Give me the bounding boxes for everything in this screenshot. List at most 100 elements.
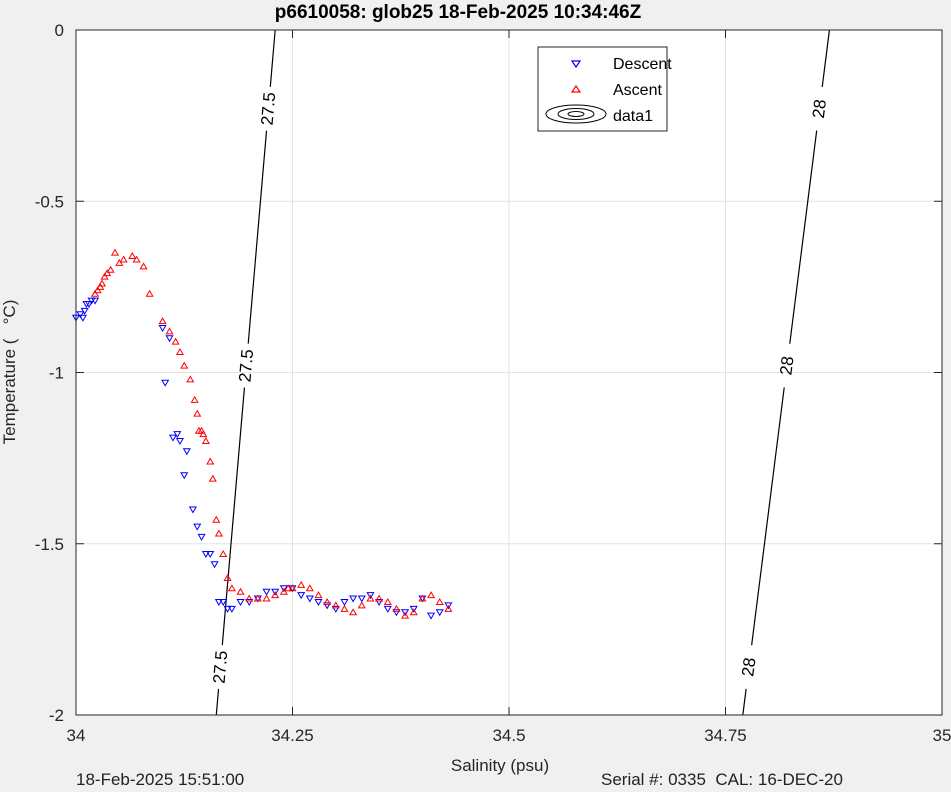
descent-point: [168, 434, 178, 442]
y-tick-label: -1.5: [35, 535, 64, 554]
ascent-point: [106, 265, 115, 273]
ascent-point: [418, 594, 427, 602]
descent-point: [214, 598, 223, 606]
descent-point: [444, 602, 453, 610]
legend-contour-icon: [545, 104, 607, 124]
descent-point: [245, 598, 254, 606]
descent-point: [219, 598, 228, 606]
descent-point: [76, 311, 85, 319]
ascent-point: [119, 255, 128, 263]
ascent-point: [201, 437, 210, 444]
descent-point: [201, 551, 210, 559]
ascent-point: [305, 584, 314, 592]
legend-ascent-marker: [570, 84, 582, 93]
descent-point: [80, 307, 89, 315]
descent-point: [409, 605, 418, 613]
contour-line-segment: [751, 387, 785, 646]
ascent-point: [245, 594, 254, 602]
descent-point: [357, 595, 366, 603]
ascent-point: [227, 584, 236, 592]
ascent-point: [435, 597, 444, 605]
descent-point: [349, 595, 358, 603]
grid-layer: [76, 30, 942, 715]
ascent-point: [323, 597, 332, 605]
legend-descent-label: Descent: [613, 56, 672, 73]
legend-descent-marker: [570, 60, 582, 69]
contour-line-segment: [821, 29, 831, 88]
descent-point: [165, 335, 174, 343]
y-tick-label: -1: [49, 364, 64, 383]
ascent-point: [392, 604, 401, 612]
ascent-point: [340, 604, 349, 612]
x-tick-label: 34: [67, 726, 86, 745]
y-tick-label: -2: [49, 706, 64, 725]
ascent-point: [349, 608, 358, 616]
ascent-point: [444, 604, 453, 612]
descent-point: [197, 533, 206, 541]
ascent-point: [132, 255, 141, 263]
descent-point: [435, 609, 444, 617]
ascent-point: [165, 327, 174, 335]
descent-point: [175, 438, 184, 445]
tick-layer: 34 34.25 34.5 34.75 35 0 -0.5 -1 -1.5 -2: [35, 21, 951, 745]
contour-label: 27.5: [235, 348, 257, 383]
descent-point: [314, 598, 323, 606]
descent-point: [90, 297, 100, 305]
contour-label: 28: [738, 656, 759, 677]
legend-data1-label: data1: [613, 108, 653, 125]
ascent-point: [90, 289, 100, 297]
descent-point: [392, 609, 401, 617]
descent-point: [375, 598, 384, 606]
descent-point: [279, 585, 288, 593]
ascent-point: [145, 289, 154, 297]
descent-point: [297, 592, 306, 600]
descent-point: [340, 598, 349, 606]
contour-label: 27.5: [210, 650, 232, 685]
x-axis-label: Salinity (psu): [451, 756, 549, 775]
ascent-point: [383, 597, 392, 605]
contour-layer: 27.5 27.5 27.5 28 28 28: [210, 29, 831, 716]
contour-label: 28: [776, 355, 797, 376]
x-tick-label: 34.25: [271, 726, 314, 745]
ascent-point: [357, 601, 366, 609]
ascent-point: [279, 587, 288, 595]
legend: Descent Ascent data1: [537, 46, 672, 132]
descent-point: [383, 605, 392, 613]
y-tick-label: -0.5: [35, 192, 64, 211]
descent-point: [84, 301, 94, 308]
descent-point: [206, 551, 215, 559]
ascent-point: [426, 591, 436, 599]
ascent-point: [253, 594, 262, 602]
descent-point: [236, 598, 245, 606]
ascent-point: [214, 529, 223, 537]
descent-point: [173, 431, 182, 439]
ascent-point: [212, 515, 221, 523]
descent-point: [158, 324, 167, 332]
footer-serial-calibration: Serial #: 0335 CAL: 16-DEC-20: [601, 770, 843, 789]
ascent-point: [110, 248, 120, 256]
legend-ascent-label: Ascent: [613, 82, 662, 99]
ascent-point: [115, 258, 124, 266]
ascent-point: [314, 591, 323, 599]
ascent-point: [199, 430, 208, 438]
ascent-point: [171, 337, 180, 345]
ascent-point: [128, 252, 137, 260]
descent-point: [188, 506, 197, 514]
descent-point: [331, 605, 340, 613]
descent-point: [161, 379, 170, 387]
descent-point: [426, 612, 436, 620]
y-tick-label: 0: [55, 21, 64, 40]
ascent-point: [180, 361, 189, 369]
marker-layer: [71, 248, 453, 620]
ascent-point: [190, 395, 199, 403]
descent-point: [193, 523, 202, 531]
ascent-point: [375, 594, 384, 602]
descent-point: [262, 588, 271, 596]
contour-line-segment: [269, 29, 276, 87]
ascent-point: [208, 474, 217, 482]
descent-point: [227, 605, 236, 613]
contour-line-segment: [215, 688, 220, 716]
ascent-point: [223, 574, 232, 581]
ascent-point: [139, 262, 148, 270]
contour-label: 27.5: [258, 91, 280, 126]
